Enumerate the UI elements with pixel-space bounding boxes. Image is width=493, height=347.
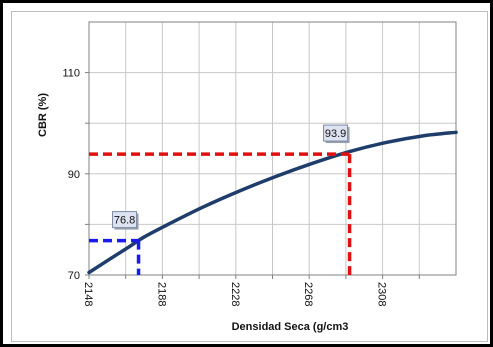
- x-tick-label: 2308: [376, 282, 388, 306]
- chart-inner-border: [11, 11, 488, 342]
- callout-box-1: [323, 124, 349, 142]
- y-tick-label: 90: [68, 169, 80, 181]
- tick-layer: 70 90 110 2148 2188 2228 2268 2308: [62, 68, 387, 307]
- callout-box-0: [112, 211, 138, 229]
- callout-label: 93.9: [325, 128, 346, 140]
- y-axis-title: CBR (%): [37, 93, 49, 137]
- series-layer: [87, 130, 458, 275]
- y-tick-label: 70: [68, 270, 80, 282]
- x-tick-label: 2228: [229, 282, 241, 306]
- y-tick-label: 110: [62, 68, 80, 80]
- x-tick-label: 2188: [155, 282, 167, 306]
- cbr-curve-series-0: [87, 130, 458, 275]
- x-axis-title: Densidad Seca (g/cm3: [232, 321, 349, 333]
- x-tick-label: 2268: [302, 282, 314, 306]
- x-tick-label: 2148: [82, 282, 94, 306]
- callout-label: 76.8: [114, 215, 135, 227]
- annotation-layer: 76.8 93.9: [89, 124, 352, 275]
- axis-layer: [85, 21, 457, 279]
